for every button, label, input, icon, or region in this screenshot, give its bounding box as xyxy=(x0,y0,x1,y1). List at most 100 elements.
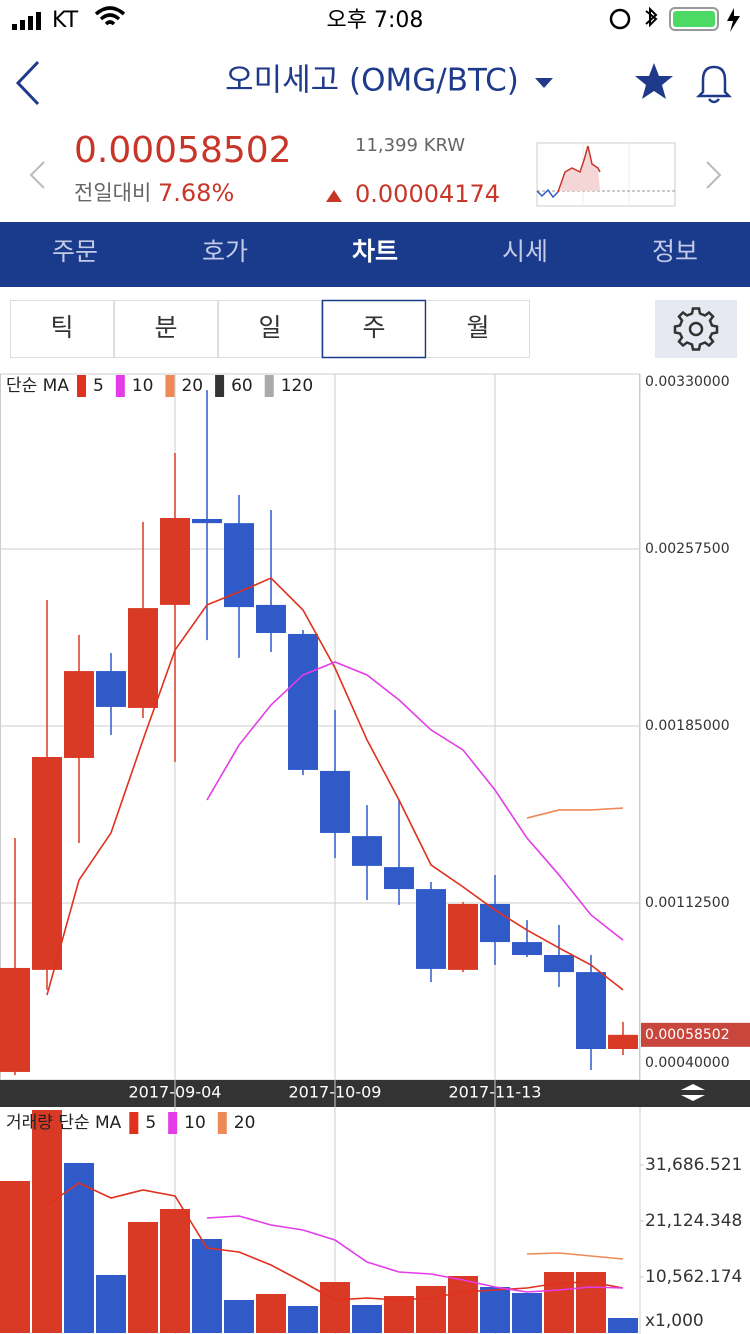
ma-line xyxy=(46,577,624,996)
candle-body xyxy=(352,836,382,866)
up-arrow xyxy=(326,190,342,202)
legend-swatch xyxy=(76,375,86,397)
prev-coin[interactable] xyxy=(29,161,45,189)
candle-body xyxy=(224,523,254,608)
volume-bar xyxy=(384,1295,414,1333)
candle-body xyxy=(448,903,478,970)
sparkline xyxy=(536,142,676,207)
y-tick-label: 10,562.174 xyxy=(645,1267,742,1287)
period-label: 분 xyxy=(154,313,177,342)
legend-swatch xyxy=(115,375,125,397)
volume-bar xyxy=(320,1282,350,1333)
candle-body xyxy=(576,972,606,1049)
header-title[interactable]: 오미세고 (OMG/BTC) xyxy=(225,63,519,99)
battery-level xyxy=(673,11,715,27)
legend-label: 120 xyxy=(281,376,313,396)
legend-label: 5 xyxy=(145,1113,156,1133)
legend-label: 20 xyxy=(181,376,203,396)
period-label: 주 xyxy=(362,313,385,342)
clock: 오후 7:08 xyxy=(327,8,424,33)
gear-icon xyxy=(673,307,719,351)
volume-bar xyxy=(352,1305,382,1333)
next-coin[interactable] xyxy=(706,161,722,189)
volume-bar xyxy=(224,1300,254,1333)
tab[interactable]: 호가 xyxy=(202,237,248,266)
volume-bar xyxy=(32,1109,62,1333)
resize-handle[interactable] xyxy=(681,1084,705,1101)
volume-bar xyxy=(544,1272,574,1333)
volume-bar xyxy=(416,1285,446,1333)
dropdown-caret[interactable] xyxy=(535,78,553,88)
period-button[interactable] xyxy=(321,299,427,359)
tab[interactable]: 정보 xyxy=(652,237,698,266)
ma-line xyxy=(206,1215,624,1293)
tab[interactable]: 주문 xyxy=(52,237,98,266)
period-button[interactable] xyxy=(218,300,322,358)
candle-body xyxy=(160,517,190,605)
legend-swatch xyxy=(168,1112,178,1134)
change-label: 전일대비 xyxy=(74,181,151,205)
candle-body xyxy=(512,942,542,956)
lock-icon xyxy=(609,8,631,30)
krw-price: 11,399 KRW xyxy=(355,135,465,156)
current-price-tag xyxy=(641,1022,750,1047)
back-button[interactable] xyxy=(15,60,40,106)
legend-swatch xyxy=(217,1112,227,1134)
candle-body xyxy=(608,1034,638,1049)
current-price: 0.00058502 xyxy=(74,130,292,171)
period-button[interactable] xyxy=(114,300,218,358)
y-tick-label: 0.00185000 xyxy=(645,718,730,734)
ma-line xyxy=(206,661,624,941)
price-plot xyxy=(0,390,640,1080)
y-tick-label: 0.00330000 xyxy=(645,374,730,390)
legend-label: 10 xyxy=(184,1113,206,1133)
candle-body xyxy=(128,608,158,708)
date-bar xyxy=(0,1080,750,1107)
volume-bar xyxy=(0,1180,30,1333)
bluetooth xyxy=(645,6,658,28)
y-tick-label: 31,686.521 xyxy=(645,1155,742,1175)
y-tick-label: 0.00040000 xyxy=(645,1055,730,1071)
candle-body xyxy=(0,967,30,1072)
legend-label: 10 xyxy=(132,376,154,396)
wifi xyxy=(94,6,126,26)
legend-title: 단순 MA xyxy=(6,376,69,396)
y-tick-label: 21,124.348 xyxy=(645,1211,742,1231)
candle-body xyxy=(96,671,126,707)
ma-line xyxy=(526,807,624,819)
current-price-label: 0.00058502 xyxy=(645,1027,730,1043)
legend-swatch xyxy=(165,375,175,397)
period-label: 틱 xyxy=(50,313,73,342)
price-panel xyxy=(0,373,640,1081)
volume-bar xyxy=(480,1287,510,1333)
x-tick-label: 2017-11-13 xyxy=(449,1083,542,1102)
volume-bar xyxy=(576,1272,606,1333)
tab-bar xyxy=(0,222,750,287)
change-abs: 0.00004174 xyxy=(355,180,500,208)
period-button[interactable] xyxy=(10,300,114,358)
candle-body xyxy=(416,889,446,969)
candle-body xyxy=(32,757,62,970)
ma-line xyxy=(46,1182,624,1301)
candle-body xyxy=(64,671,94,758)
ma-line xyxy=(526,1252,624,1260)
period-button[interactable] xyxy=(426,300,530,358)
change-pct: 7.68% xyxy=(158,179,234,207)
favorite-star[interactable] xyxy=(635,63,673,99)
charging xyxy=(727,8,740,32)
carrier: KT xyxy=(52,8,79,33)
tab[interactable]: 차트 xyxy=(352,237,398,266)
candle-body xyxy=(384,867,414,890)
volume-bar xyxy=(96,1275,126,1333)
volume-bar xyxy=(160,1208,190,1333)
legend-label: 5 xyxy=(93,376,104,396)
tab[interactable]: 시세 xyxy=(502,237,548,266)
volume-bar xyxy=(608,1318,638,1333)
alert-bell[interactable] xyxy=(695,65,733,104)
legend-swatch xyxy=(129,1112,139,1134)
unit-label: x1,000 xyxy=(645,1311,704,1331)
period-label: 월 xyxy=(466,313,489,342)
candle-body xyxy=(320,770,350,833)
